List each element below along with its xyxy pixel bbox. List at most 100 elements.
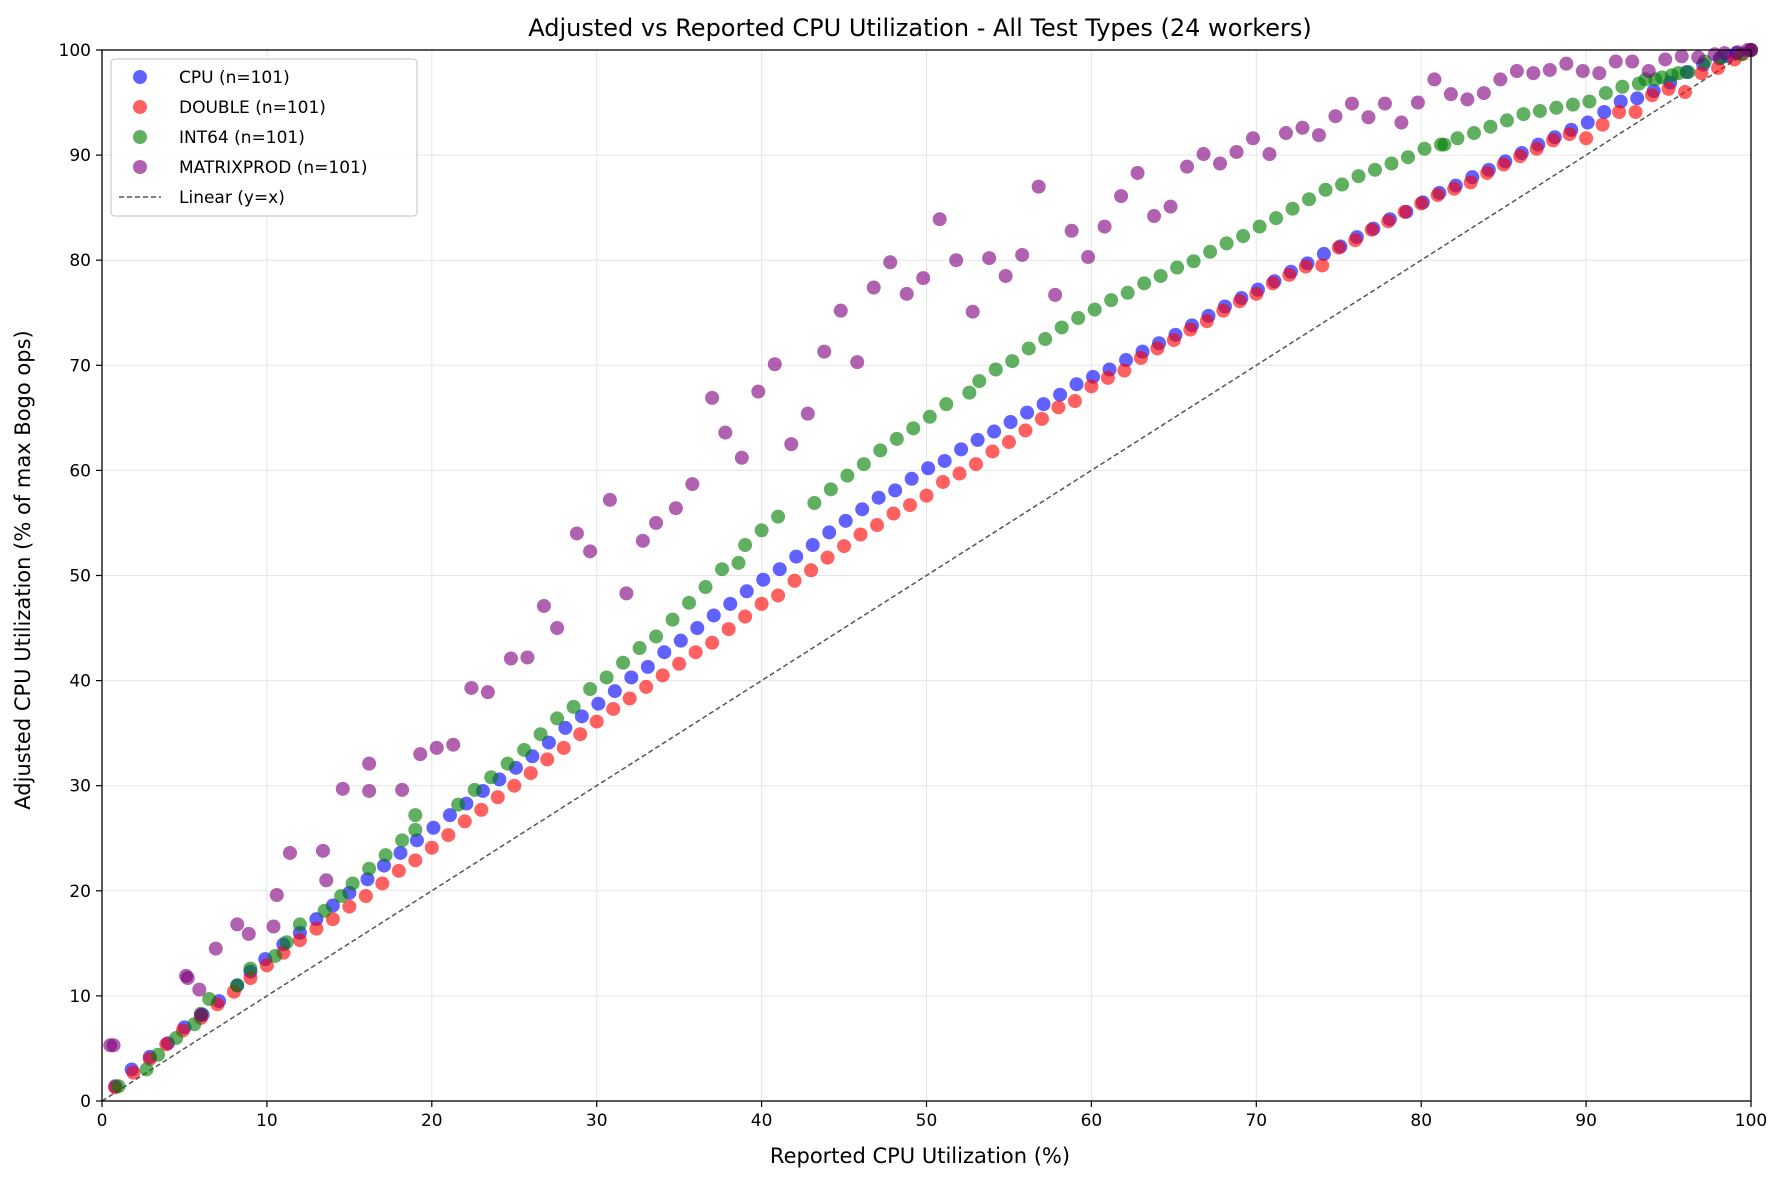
data-point bbox=[358, 889, 373, 904]
data-point bbox=[1509, 64, 1524, 79]
data-point bbox=[1397, 204, 1412, 219]
data-point bbox=[556, 740, 571, 755]
data-point bbox=[756, 572, 771, 587]
data-point bbox=[1087, 302, 1102, 317]
legend-marker-matrixprod bbox=[133, 160, 147, 174]
data-point bbox=[1153, 268, 1168, 283]
data-point bbox=[850, 355, 865, 370]
y-axis-label: Adjusted CPU Utilization (% of max Bogo … bbox=[11, 330, 35, 809]
data-point bbox=[507, 778, 522, 793]
data-point bbox=[1147, 209, 1162, 224]
data-point bbox=[1331, 240, 1346, 255]
data-point bbox=[342, 899, 357, 914]
data-point bbox=[784, 437, 799, 452]
data-point bbox=[1005, 354, 1020, 369]
data-point bbox=[632, 641, 647, 656]
data-point bbox=[718, 425, 733, 440]
y-tick-label: 60 bbox=[69, 461, 91, 481]
x-tick-label: 90 bbox=[1575, 1111, 1597, 1131]
data-point bbox=[259, 958, 274, 973]
data-point bbox=[1598, 86, 1613, 101]
data-point bbox=[520, 650, 535, 665]
data-point bbox=[840, 468, 855, 483]
data-point bbox=[635, 533, 650, 548]
data-point bbox=[889, 431, 904, 446]
y-tick-label: 0 bbox=[80, 1092, 91, 1112]
data-point bbox=[480, 685, 495, 700]
data-point bbox=[688, 645, 703, 660]
data-point bbox=[362, 861, 377, 876]
data-point bbox=[1480, 165, 1495, 180]
data-point bbox=[817, 344, 832, 359]
points-layer bbox=[103, 43, 1758, 1095]
data-point bbox=[375, 876, 390, 891]
data-point bbox=[111, 1079, 126, 1094]
data-point bbox=[1051, 400, 1066, 415]
data-point bbox=[589, 714, 604, 729]
data-point bbox=[1641, 64, 1656, 79]
data-point bbox=[1562, 127, 1577, 142]
data-point bbox=[965, 304, 980, 319]
data-point bbox=[1084, 379, 1099, 394]
data-point bbox=[451, 797, 466, 812]
data-point bbox=[1394, 115, 1409, 130]
data-point bbox=[1316, 246, 1331, 261]
y-tick-label: 20 bbox=[69, 882, 91, 902]
data-point bbox=[536, 598, 551, 613]
x-tick-label: 50 bbox=[916, 1111, 938, 1131]
data-point bbox=[169, 1030, 184, 1045]
data-point bbox=[345, 876, 360, 891]
data-point bbox=[1450, 131, 1465, 146]
data-point bbox=[279, 935, 294, 950]
data-point bbox=[360, 872, 375, 887]
data-point bbox=[968, 457, 983, 472]
data-point bbox=[1265, 276, 1280, 291]
data-point bbox=[467, 782, 482, 797]
data-point bbox=[1203, 244, 1218, 259]
data-point bbox=[988, 362, 1003, 377]
data-point bbox=[855, 502, 870, 517]
data-point bbox=[1681, 65, 1696, 80]
data-point bbox=[673, 633, 688, 648]
data-point bbox=[408, 822, 423, 837]
data-point bbox=[1529, 141, 1544, 156]
data-point bbox=[935, 474, 950, 489]
data-point bbox=[282, 845, 297, 860]
data-point bbox=[805, 538, 820, 553]
data-point bbox=[1476, 86, 1491, 101]
data-point bbox=[192, 982, 207, 997]
data-point bbox=[424, 840, 439, 855]
data-point bbox=[395, 782, 410, 797]
data-point bbox=[1097, 219, 1112, 234]
data-point bbox=[871, 490, 886, 505]
legend-box bbox=[110, 58, 418, 217]
data-point bbox=[1628, 105, 1643, 120]
data-point bbox=[309, 921, 324, 936]
data-point bbox=[916, 271, 931, 286]
data-point bbox=[1071, 311, 1086, 326]
y-tick-label: 70 bbox=[69, 356, 91, 376]
data-point bbox=[657, 645, 672, 660]
data-point bbox=[1612, 105, 1627, 120]
data-point bbox=[1269, 211, 1284, 226]
data-point bbox=[523, 766, 538, 781]
data-point bbox=[771, 588, 786, 603]
data-point bbox=[649, 515, 664, 530]
data-point bbox=[870, 518, 885, 533]
data-point bbox=[457, 814, 472, 829]
data-point bbox=[622, 691, 637, 706]
data-point bbox=[1048, 287, 1063, 302]
data-point bbox=[823, 482, 838, 497]
data-point bbox=[972, 374, 987, 389]
data-point bbox=[1597, 105, 1612, 120]
data-point bbox=[1053, 387, 1068, 402]
data-point bbox=[317, 903, 332, 918]
y-axis-ticks: 0 10 20 30 40 50 60 70 80 90 100 bbox=[59, 41, 102, 1112]
data-point bbox=[426, 820, 441, 835]
data-point bbox=[241, 926, 256, 941]
data-point bbox=[1516, 107, 1531, 122]
data-point bbox=[1499, 113, 1514, 128]
data-point bbox=[616, 655, 631, 670]
data-point bbox=[1645, 88, 1660, 103]
data-point bbox=[1532, 103, 1547, 118]
